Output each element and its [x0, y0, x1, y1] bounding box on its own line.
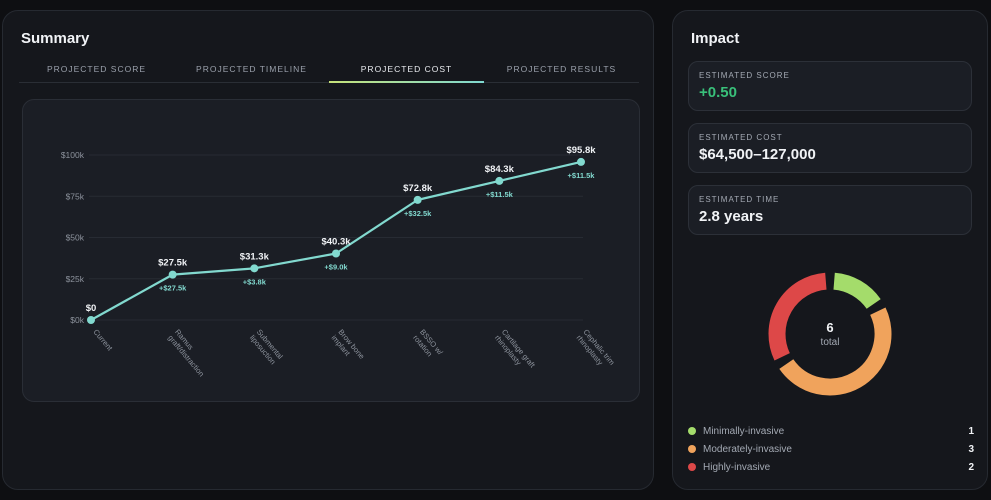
legend-label: Moderately-invasive: [703, 443, 792, 455]
impact-title: Impact: [691, 30, 740, 47]
donut-center: 6 total: [765, 269, 895, 399]
value-label: $27.5k: [158, 258, 188, 269]
delta-label: +$11.5k: [486, 190, 514, 199]
donut-segment: [768, 272, 827, 361]
legend-count: 2: [968, 461, 974, 473]
tab-projected-score[interactable]: PROJECTED SCORE: [46, 64, 147, 74]
tab-projected-cost[interactable]: PROJECTED COST: [329, 61, 484, 83]
delta-label: +$9.0k: [324, 263, 348, 272]
estimated-time-value: 2.8 years: [699, 208, 764, 225]
legend-label: Highly-invasive: [703, 461, 771, 473]
legend-item-highly-invasive: Highly-invasive 2: [688, 459, 974, 475]
legend-dot: [688, 427, 696, 435]
summary-panel: Summary PROJECTED SCORE PROJECTED TIMELI…: [2, 10, 654, 490]
y-tick-label: $50k: [66, 233, 85, 243]
y-tick-label: $100k: [61, 150, 85, 160]
delta-label: +$27.5k: [159, 284, 187, 293]
legend-count: 1: [968, 425, 974, 437]
y-tick-label: $25k: [66, 274, 85, 284]
donut-total-label: total: [820, 337, 840, 348]
y-tick-label: $75k: [66, 191, 85, 201]
x-tick-label: Cephalic trimrhinoplasty: [575, 328, 617, 373]
impact-panel: Impact ESTIMATED SCORE +0.50 ESTIMATED C…: [672, 10, 988, 490]
data-point: [332, 249, 340, 258]
delta-label: +$32.5k: [404, 209, 432, 218]
summary-title: Summary: [21, 30, 90, 47]
estimated-cost-card: ESTIMATED COST $64,500–127,000: [688, 123, 972, 173]
estimated-score-card: ESTIMATED SCORE +0.50: [688, 61, 972, 111]
y-tick-label: $0k: [70, 315, 84, 325]
data-point: [87, 316, 95, 324]
data-point: [495, 176, 504, 185]
donut-segment: [779, 307, 892, 396]
cost-chart-card: $0k $25k $50k $75k $100k $0 Current $27.5k +$27.…: [22, 99, 640, 402]
x-tick-label: Ramusgraft/distraction: [166, 328, 213, 379]
x-tick-label: Submentalliposuction: [248, 328, 285, 367]
tab-projected-results[interactable]: PROJECTED RESULTS: [506, 64, 617, 74]
value-label: $72.8k: [403, 183, 433, 194]
estimated-time-card: ESTIMATED TIME 2.8 years: [688, 185, 972, 235]
x-tick-label: Cartilage graftrhinoplasty: [493, 328, 538, 376]
donut-chart: [768, 272, 892, 396]
delta-label: +$11.5k: [568, 171, 596, 180]
donut-segment: [833, 272, 881, 310]
summary-tabs: PROJECTED SCORE PROJECTED TIMELINE PROJE…: [19, 61, 639, 83]
tab-projected-timeline[interactable]: PROJECTED TIMELINE: [196, 64, 307, 74]
legend-item-moderately-invasive: Moderately-invasive 3: [688, 441, 974, 457]
value-label: $40.3k: [321, 237, 351, 248]
value-label: $0: [86, 303, 97, 314]
legend-count: 3: [968, 443, 974, 455]
legend-dot: [688, 445, 696, 453]
x-tick-label: Brow boneimplant: [330, 328, 367, 367]
x-tick-label: Current: [91, 328, 115, 354]
value-label: $31.3k: [240, 251, 270, 262]
invasiveness-donut: 6 total: [765, 269, 895, 399]
legend-item-minimally-invasive: Minimally-invasive 1: [688, 423, 974, 439]
estimated-cost-value: $64,500–127,000: [699, 146, 816, 163]
legend-label: Minimally-invasive: [703, 425, 785, 437]
legend-dot: [688, 463, 696, 471]
donut-total: 6: [826, 320, 834, 335]
delta-label: +$3.8k: [243, 277, 267, 286]
estimated-score-label: ESTIMATED SCORE: [699, 71, 790, 80]
x-tick-label: BSSO w/rotation: [411, 328, 445, 364]
data-point: [413, 195, 422, 204]
value-label: $84.3k: [485, 164, 515, 175]
data-point: [250, 264, 259, 273]
data-point: [577, 157, 585, 166]
data-point: [168, 270, 177, 279]
cost-line-chart: $0k $25k $50k $75k $100k $0 Current $27.5k +$27.…: [61, 145, 617, 379]
estimated-cost-label: ESTIMATED COST: [699, 133, 783, 142]
estimated-score-value: +0.50: [699, 84, 737, 101]
estimated-time-label: ESTIMATED TIME: [699, 195, 780, 204]
value-label: $95.8k: [566, 145, 596, 156]
